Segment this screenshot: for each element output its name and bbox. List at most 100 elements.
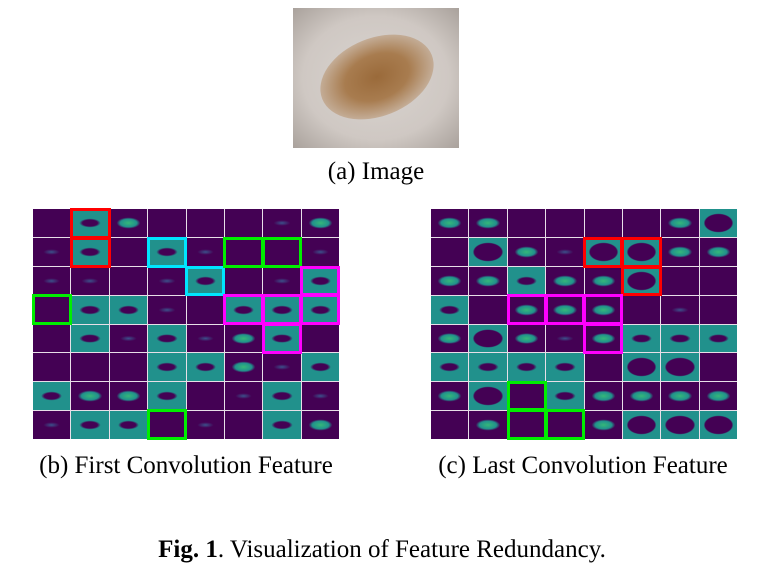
first-conv-feature-map: [224, 237, 263, 266]
last-conv-feature-map: [622, 353, 661, 382]
first-conv-feature-map: [109, 266, 148, 295]
last-conv-feature-map: [469, 209, 507, 237]
last-conv-feature-map: [661, 382, 699, 411]
first-conv-feature-map: [71, 382, 109, 411]
last-conv-feature-map: [507, 295, 546, 324]
last-conv-feature-map: [546, 324, 584, 353]
caption-a: (a) Image: [327, 158, 425, 185]
last-conv-feature-map: [699, 266, 737, 295]
last-conv-feature-map: [661, 411, 699, 439]
first-conv-feature-map: [186, 382, 224, 411]
first-conv-feature-map: [263, 324, 301, 353]
first-conv-feature-map: [71, 295, 109, 324]
last-conv-feature-map: [431, 411, 469, 439]
last-conv-feature-map: [469, 266, 507, 295]
last-conv-feature-map: [431, 237, 469, 266]
first-conv-feature-map: [33, 411, 71, 439]
last-conv-feature-map: [584, 209, 622, 237]
first-conv-feature-map: [33, 209, 71, 237]
figure-label: Fig. 1: [158, 536, 218, 563]
first-conv-feature-map: [301, 237, 339, 266]
first-conv-feature-map: [148, 266, 186, 295]
first-conv-feature-map: [186, 295, 224, 324]
last-conv-feature-map: [584, 382, 622, 411]
last-conv-feature-map: [661, 266, 699, 295]
last-conv-feature-map: [546, 266, 584, 295]
first-conv-feature-map: [301, 353, 339, 382]
first-conv-feature-map: [224, 209, 263, 237]
last-conv-feature-map: [507, 411, 546, 439]
first-conv-feature-map: [263, 382, 301, 411]
first-conv-feature-map: [224, 353, 263, 382]
first-conv-feature-map: [301, 209, 339, 237]
first-conv-feature-map: [109, 237, 148, 266]
first-conv-feature-map: [263, 411, 301, 439]
last-conv-feature-map: [546, 353, 584, 382]
first-conv-feature-map: [148, 411, 186, 439]
last-conv-feature-map: [507, 353, 546, 382]
first-conv-feature-map: [33, 295, 71, 324]
first-conv-feature-map: [109, 295, 148, 324]
figure-caption: Fig. 1. Visualization of Feature Redunda…: [0, 536, 764, 564]
first-conv-feature-map: [71, 266, 109, 295]
first-conv-feature-map: [186, 411, 224, 439]
last-conv-feature-map: [699, 382, 737, 411]
first-conv-feature-map: [263, 266, 301, 295]
first-conv-feature-map: [33, 324, 71, 353]
last-conv-feature-map: [469, 382, 507, 411]
first-conv-feature-map: [71, 209, 109, 237]
first-conv-feature-map: [224, 266, 263, 295]
first-conv-feature-map: [224, 324, 263, 353]
first-conv-feature-map: [263, 209, 301, 237]
first-conv-feature-map: [33, 237, 71, 266]
first-conv-feature-map: [148, 324, 186, 353]
last-conv-feature-map: [546, 295, 584, 324]
last-conv-feature-map: [699, 295, 737, 324]
last-conv-feature-map: [546, 237, 584, 266]
skin-lesion-image: [293, 8, 459, 148]
last-conv-feature-map: [699, 324, 737, 353]
last-conv-feature-map: [661, 295, 699, 324]
last-conv-feature-map: [584, 324, 622, 353]
first-conv-feature-map: [71, 411, 109, 439]
first-conv-feature-map: [186, 237, 224, 266]
last-conv-feature-map: [661, 209, 699, 237]
first-conv-feature-map: [109, 411, 148, 439]
first-conv-feature-map: [263, 353, 301, 382]
first-conv-feature-map: [109, 324, 148, 353]
last-conv-feature-map: [622, 237, 661, 266]
last-conv-feature-map: [661, 324, 699, 353]
first-conv-feature-map: [263, 237, 301, 266]
last-conv-feature-map: [507, 266, 546, 295]
last-conv-feature-map: [507, 382, 546, 411]
last-conv-feature-map: [584, 353, 622, 382]
last-conv-feature-map: [431, 324, 469, 353]
first-conv-feature-map: [186, 266, 224, 295]
last-conv-feature-map: [584, 295, 622, 324]
last-conv-feature-map: [699, 353, 737, 382]
caption-b: (b) First Convolution Feature: [39, 452, 333, 479]
first-conv-feature-map: [301, 324, 339, 353]
last-conv-feature-map: [431, 295, 469, 324]
last-conv-feature-map: [699, 209, 737, 237]
last-conv-feature-map: [622, 266, 661, 295]
first-conv-feature-map: [148, 353, 186, 382]
last-conv-feature-map: [622, 324, 661, 353]
first-conv-feature-map: [109, 209, 148, 237]
last-conv-feature-grid: [431, 209, 737, 440]
first-conv-feature-map: [224, 382, 263, 411]
first-conv-feature-map: [71, 237, 109, 266]
last-conv-feature-map: [622, 382, 661, 411]
last-conv-feature-map: [431, 382, 469, 411]
first-conv-feature-map: [109, 353, 148, 382]
first-conv-feature-map: [301, 266, 339, 295]
first-conv-feature-map: [33, 382, 71, 411]
caption-c: (c) Last Convolution Feature: [438, 452, 728, 479]
first-conv-feature-map: [71, 324, 109, 353]
last-conv-feature-map: [622, 411, 661, 439]
last-conv-feature-map: [546, 382, 584, 411]
first-conv-feature-map: [148, 382, 186, 411]
first-conv-feature-map: [224, 295, 263, 324]
last-conv-feature-map: [584, 411, 622, 439]
last-conv-feature-map: [507, 237, 546, 266]
